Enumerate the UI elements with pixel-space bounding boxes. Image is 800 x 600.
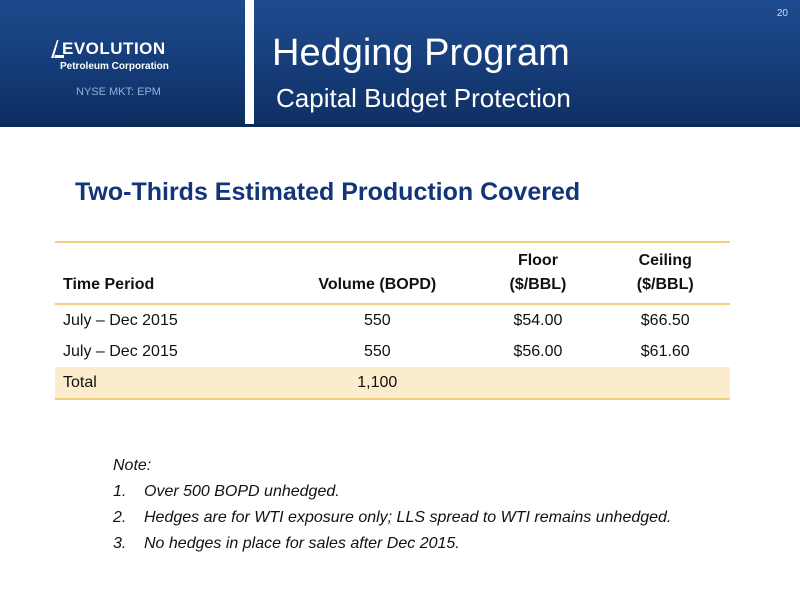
logo-mark-icon [51,40,64,58]
note-text: Hedges are for WTI exposure only; LLS sp… [144,509,672,526]
note-number: 2. [113,509,127,526]
hedging-table: Time Period Volume (BOPD) Floor ($/BBL) … [55,241,730,400]
logo-subtitle: Petroleum Corporation [60,61,169,72]
note-text: No hedges in place for sales after Dec 2… [144,535,460,552]
column-header-floor: Floor ($/BBL) [475,242,600,304]
page-number: 20 [776,8,788,19]
section-heading: Two-Thirds Estimated Production Covered [75,178,581,206]
stock-ticker: NYSE MKT: EPM [76,86,161,98]
cell-total-volume: 1,100 [357,373,398,391]
cell-total-label: Total [63,373,97,391]
column-header-ceiling: Ceiling ($/BBL) [600,242,730,304]
cell-total-floor [475,367,600,399]
note-item: 2. Hedges are for WTI exposure only; LLS … [113,508,671,534]
slide-subtitle: Capital Budget Protection [276,83,571,113]
column-header-line1: Floor [517,252,558,269]
table-row: July – Dec 2015 550 $54.00 $66.50 [55,304,730,336]
slide-title: Hedging Program [272,32,570,74]
column-header-line2: ($/BBL) [509,276,567,293]
notes-title: Note: [113,457,152,474]
note-number: 1. [113,483,127,500]
notes-block: Note: 1. Over 500 BOPD unhedged. 2. Hedges… [113,456,671,560]
cell-floor: $54.00 [513,311,563,329]
note-number: 3. [113,535,127,552]
cell-ceiling: $66.50 [640,311,690,329]
logo-panel: EVOLUTION Petroleum Corporation NYSE MKT… [0,0,245,127]
banner-bottom-rule [0,124,800,127]
column-header-line2: ($/BBL) [636,276,694,293]
cell-ceiling: $61.60 [640,342,690,360]
cell-period: July – Dec 2015 [63,311,178,329]
column-header-time-period: Time Period [55,242,279,304]
column-header-line1: Ceiling [638,252,692,269]
cell-volume: 550 [363,342,391,360]
note-item: 1. Over 500 BOPD unhedged. [113,482,671,508]
column-header-line2: Time Period [63,276,155,293]
column-header-volume: Volume (BOPD) [279,242,475,304]
cell-period: July – Dec 2015 [63,342,178,360]
cell-floor: $56.00 [513,342,563,360]
logo-wordmark: EVOLUTION [62,39,166,58]
table-row: July – Dec 2015 550 $56.00 $61.60 [55,336,730,367]
hedging-table-grid: Time Period Volume (BOPD) Floor ($/BBL) … [55,241,730,400]
table-header-row: Time Period Volume (BOPD) Floor ($/BBL) … [55,242,730,304]
note-item: 3. No hedges in place for sales after Dec… [113,534,671,560]
column-header-line2: Volume (BOPD) [318,276,437,293]
cell-volume: 550 [363,311,391,329]
table-total-row: Total 1,100 [55,367,730,399]
cell-total-ceiling [600,367,730,399]
banner-divider [245,0,254,127]
note-text: Over 500 BOPD unhedged. [144,483,340,500]
